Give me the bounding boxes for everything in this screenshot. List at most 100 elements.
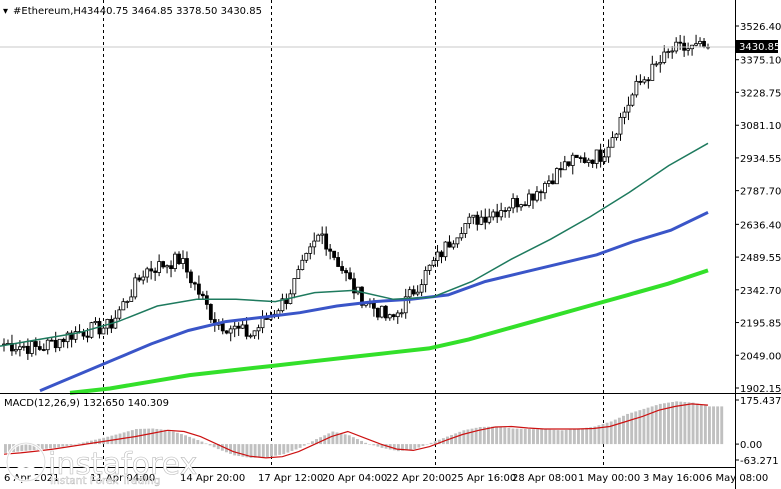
- macd-bar: [450, 434, 454, 445]
- macd-bar: [16, 444, 20, 452]
- candle-body: [14, 349, 18, 352]
- candle-body: [121, 301, 126, 311]
- macd-bar: [28, 444, 32, 451]
- macd-bar: [159, 429, 163, 445]
- macd-bar: [61, 444, 65, 447]
- candle-body: [81, 331, 86, 337]
- candle-body: [220, 323, 225, 332]
- candle-body: [698, 40, 702, 45]
- candle-body: [511, 198, 516, 209]
- time-label: 14 Apr 20:00: [180, 473, 245, 484]
- macd-bar: [315, 439, 318, 445]
- macd-bar: [695, 403, 699, 445]
- macd-bar: [302, 444, 306, 446]
- macd-bar: [282, 444, 286, 455]
- macd-bar: [143, 428, 147, 445]
- candle-body: [431, 260, 436, 266]
- macd-bar: [175, 432, 179, 445]
- macd-bar: [638, 410, 642, 445]
- macd-label: MACD(12,26,9) 132.650 140.309: [4, 398, 169, 409]
- candle-body: [33, 341, 38, 347]
- candle-body: [196, 283, 201, 295]
- macd-bar: [683, 401, 687, 445]
- candle-body: [507, 207, 512, 212]
- candle-body: [475, 214, 480, 225]
- candle-body: [340, 266, 344, 271]
- macd-bar: [245, 444, 249, 458]
- macd-bar: [380, 444, 384, 448]
- candle-body: [125, 301, 130, 303]
- candle-body: [666, 51, 671, 53]
- candle-body: [515, 198, 519, 208]
- symbol-arrow-icon: ▾: [3, 6, 8, 17]
- macd-bar: [53, 444, 57, 448]
- candle-body: [570, 154, 575, 166]
- macd-bar: [392, 444, 396, 451]
- logo-ring-outline-icon: [6, 442, 46, 482]
- macd-bar: [716, 406, 720, 445]
- macd-signal-line: [3, 403, 709, 459]
- candle-body: [495, 211, 500, 218]
- macd-bar: [257, 444, 261, 458]
- candle-body: [574, 154, 579, 158]
- candle-body: [177, 253, 181, 265]
- candle-body: [228, 328, 233, 334]
- macd-bar: [180, 434, 183, 445]
- macd-bar: [360, 440, 363, 445]
- candle-body: [523, 204, 527, 207]
- candle-body: [547, 180, 551, 184]
- candle-body: [53, 339, 58, 349]
- macd-bar: [523, 428, 527, 445]
- macd-bar: [351, 437, 355, 445]
- candle-body: [328, 248, 333, 252]
- macd-tick-label: 175.437: [740, 396, 781, 407]
- candle-body: [463, 223, 468, 234]
- macd-bar: [425, 444, 429, 445]
- candle-body: [324, 233, 329, 250]
- candle-body: [18, 346, 22, 350]
- price-axis-ticks: 3526.40 3375.10 3228.75 3081.10 2934.55 2787.…: [735, 22, 781, 395]
- time-label: 25 Apr 16:00: [451, 473, 516, 484]
- macd-bar: [147, 428, 151, 445]
- macd-bar: [585, 427, 589, 445]
- macd-bar: [609, 421, 613, 445]
- candle-body: [531, 193, 535, 201]
- candle-body: [133, 277, 138, 298]
- candle-body: [157, 261, 162, 273]
- candle-body: [193, 282, 197, 285]
- candle-body: [403, 296, 408, 314]
- candle-body: [499, 210, 504, 218]
- macd-bar: [634, 411, 638, 445]
- candle-body: [208, 304, 213, 320]
- candle-body: [69, 332, 74, 340]
- candle-body: [435, 251, 440, 261]
- price-tick-label: 3081.10: [740, 121, 781, 132]
- instaforex-logo: instaforex Instant Forex Trading: [5, 441, 198, 487]
- candle-body: [371, 302, 376, 309]
- time-label: 28 Apr 08:00: [512, 473, 577, 484]
- macd-bar: [470, 428, 474, 445]
- candle-body: [181, 258, 185, 265]
- candle-body: [658, 62, 663, 65]
- candle-body: [25, 345, 30, 354]
- macd-bar: [433, 441, 437, 445]
- candle-body: [590, 159, 595, 164]
- macd-bar: [413, 444, 417, 450]
- price-tick-label: 2636.40: [740, 220, 781, 231]
- candle-body: [550, 180, 555, 185]
- macd-bar: [650, 406, 654, 445]
- macd-bar: [429, 442, 433, 445]
- macd-bar: [171, 431, 175, 445]
- candle-body: [702, 40, 706, 48]
- candle-body: [411, 289, 416, 295]
- macd-bar: [503, 427, 507, 445]
- ma-fast-line: [0, 142, 709, 347]
- macd-bar: [155, 428, 159, 445]
- candle-body: [344, 270, 348, 274]
- price-tick-label: 2489.55: [740, 253, 781, 264]
- time-label: 11 Apr 04:00: [90, 473, 155, 484]
- candle-body: [487, 216, 492, 223]
- candle-body: [415, 291, 420, 295]
- macd-bar: [708, 406, 711, 445]
